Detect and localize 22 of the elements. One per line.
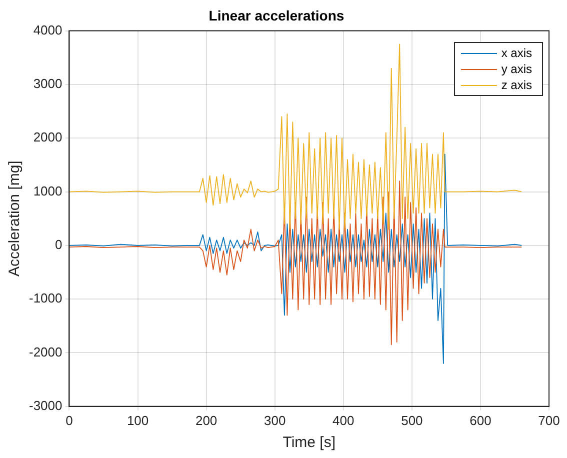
legend-label: y axis: [501, 62, 532, 76]
y-tick-label: -1000: [29, 290, 62, 306]
y-tick-label: 1000: [33, 183, 62, 198]
x-tick-label: 300: [264, 412, 286, 428]
legend-label: x axis: [501, 46, 532, 60]
y-tick-label: 4000: [33, 22, 62, 38]
x-tick-label: 600: [470, 412, 492, 428]
y-tick-label: 2000: [33, 130, 62, 145]
x-tick-label: 200: [195, 412, 218, 428]
chart-title: Linear accelerations: [208, 7, 344, 24]
x-tick-label: 0: [66, 412, 73, 428]
x-tick-label: 100: [126, 412, 149, 428]
legend-label: z axis: [501, 78, 532, 92]
x-axis-title: Time [s]: [282, 434, 336, 452]
y-tick-label: -2000: [29, 344, 62, 360]
y-tick-label: 0: [55, 237, 62, 252]
x-tick-label: 500: [401, 412, 423, 428]
y-axis-title: Acceleration [mg]: [6, 160, 24, 277]
x-tick-label: 700: [538, 412, 560, 428]
x-tick-label: 400: [332, 412, 354, 428]
y-tick-label: -3000: [29, 398, 62, 413]
y-tick-label: 3000: [33, 76, 62, 92]
